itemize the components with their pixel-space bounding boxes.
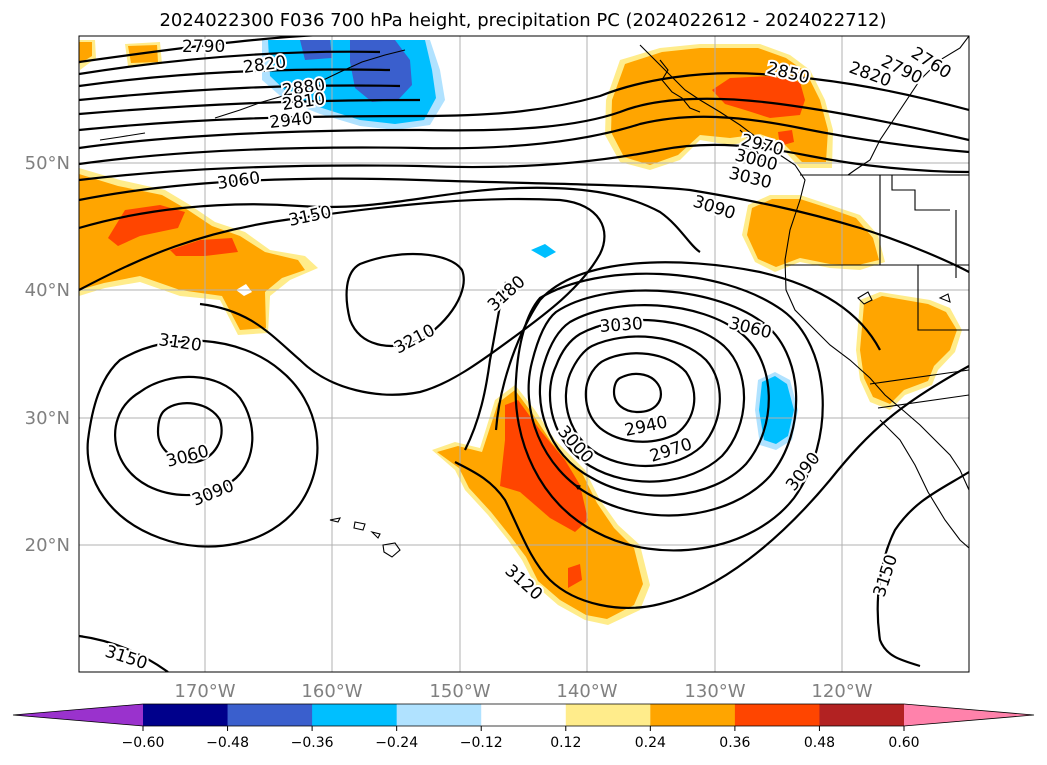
colorbar-tick-label: −0.60 [122, 735, 165, 751]
colorbar-tick-label: 0.48 [804, 735, 835, 751]
lon-label: 170°W [174, 681, 235, 702]
longitude-labels: 170°W 160°W 150°W 140°W 130°W 120°W [174, 681, 872, 702]
height-contours [79, 36, 969, 672]
colorbar-segment [227, 704, 313, 726]
colorbar-tick-label: −0.24 [375, 735, 418, 751]
map-title: 2024022300 F036 700 hPa height, precipit… [159, 10, 886, 31]
contour-label: 2790 [182, 37, 225, 57]
colorbar-tick-label: −0.36 [291, 735, 334, 751]
colorbar-tick-label: 0.24 [635, 735, 666, 751]
colorbar-segment [734, 704, 820, 726]
map-area: 2790 2820 2880 2810 2940 3060 3150 3180 … [79, 36, 969, 672]
lon-label: 130°W [684, 681, 745, 702]
map-frame [78, 35, 970, 673]
colorbar-tick-label: 0.60 [888, 735, 919, 751]
lon-label: 160°W [301, 681, 362, 702]
colorbar-extension-low [13, 704, 143, 726]
colorbar-segment [143, 704, 229, 726]
precip-positive-shading [79, 40, 962, 625]
colorbar-segment [565, 704, 651, 726]
lat-label: 50°N [25, 153, 70, 174]
colorbar-tick-label: 0.12 [550, 735, 581, 751]
colorbar-segment [481, 704, 567, 726]
colorbar-tick-label: −0.12 [460, 735, 503, 751]
colorbar-segment [396, 704, 482, 726]
lat-label: 40°N [25, 280, 70, 301]
coastlines [99, 36, 969, 558]
lon-label: 120°W [811, 681, 872, 702]
colorbar-tick-label: −0.48 [206, 735, 249, 751]
lon-label: 140°W [556, 681, 617, 702]
colorbar-segment [819, 704, 905, 726]
colorbar-segment [650, 704, 736, 726]
latitude-labels: 50°N 40°N 30°N 20°N [25, 153, 70, 556]
colorbar-tick-label: 0.36 [719, 735, 750, 751]
lat-label: 30°N [25, 408, 70, 429]
colorbar-extension-high [904, 704, 1034, 726]
colorbar-tick-labels: −0.60 −0.48 −0.36 −0.24 −0.12 0.12 0.24 0.36 0.4… [122, 726, 920, 751]
lat-label: 20°N [25, 535, 70, 556]
lon-label: 150°W [429, 681, 490, 702]
contour-label: 3030 [599, 314, 644, 337]
colorbar [12, 703, 1035, 727]
map-gridlines [79, 36, 969, 672]
colorbar-segment [312, 704, 398, 726]
